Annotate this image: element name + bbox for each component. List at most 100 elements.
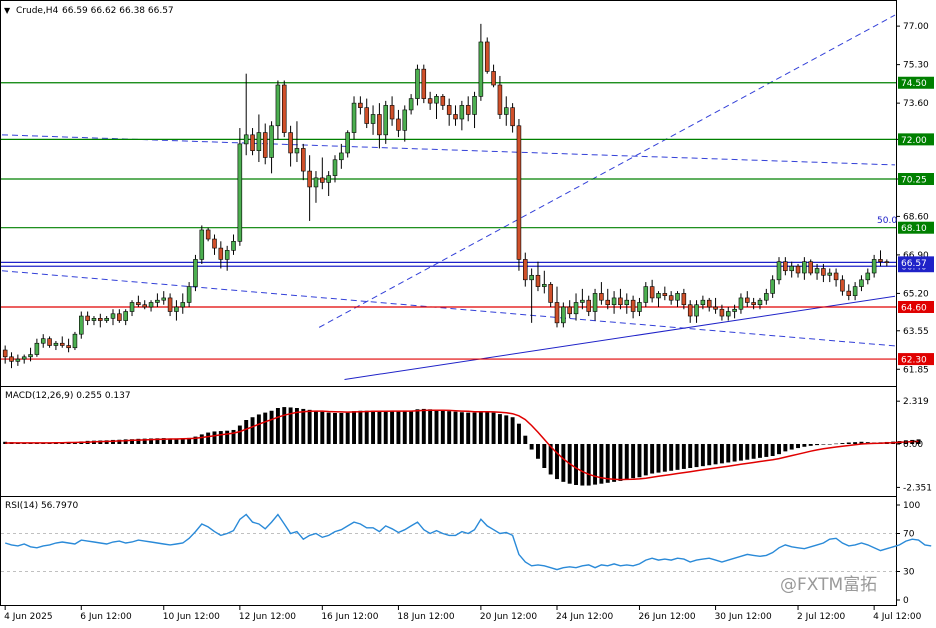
candle: [751, 297, 756, 310]
candle-body: [256, 132, 262, 151]
candle: [218, 241, 224, 269]
candle: [199, 225, 205, 264]
candle: [377, 103, 382, 149]
candle: [586, 295, 591, 317]
time-axis-label: 2 Jul 12:00: [797, 612, 846, 622]
candle: [174, 300, 179, 321]
macd-bar: [834, 443, 839, 445]
price-axis-label: 66.90: [903, 251, 929, 261]
macd-bar: [434, 409, 439, 444]
candle-body: [91, 318, 97, 321]
candle-body: [72, 333, 78, 349]
candle-body: [262, 132, 268, 158]
candle-body: [174, 306, 179, 312]
candle-body: [630, 299, 636, 312]
candle: [21, 354, 27, 364]
candle: [370, 105, 376, 135]
candle-body: [377, 114, 382, 136]
candle: [91, 316, 97, 326]
candle-body: [751, 302, 756, 306]
candle-body: [789, 265, 794, 272]
candle-body: [510, 107, 515, 127]
ohlc-label: 66.59 66.62 66.38 66.57: [62, 6, 174, 16]
candle-body: [554, 302, 560, 324]
time-axis-label: 18 Jun 12:00: [397, 612, 454, 622]
candle: [523, 252, 528, 287]
candle-body: [637, 302, 642, 312]
price-axis-label: 77.00: [903, 22, 929, 32]
candle-body: [155, 299, 160, 303]
price-tag-68.10: 68.10: [901, 224, 927, 234]
candle-body: [212, 238, 217, 249]
macd-bar: [504, 415, 509, 444]
candle-body: [110, 313, 116, 319]
candle: [789, 261, 794, 278]
macd-bar: [244, 420, 249, 444]
candle-body: [732, 308, 737, 312]
candle: [694, 300, 699, 323]
candle: [155, 293, 160, 307]
macd-bar: [758, 444, 762, 458]
candle-body: [846, 290, 852, 296]
macd-bar: [713, 444, 718, 465]
macd-bar: [263, 412, 268, 444]
macd-bar: [840, 443, 845, 444]
candle-body: [700, 299, 706, 306]
candle: [472, 91, 477, 129]
candle: [320, 157, 325, 190]
macd-bar: [472, 412, 477, 444]
macd-bar: [256, 414, 261, 444]
macd-bar: [637, 444, 642, 478]
trendline-0: [1, 134, 896, 166]
candle-body: [580, 299, 585, 303]
macd-layer: [3, 407, 921, 486]
candle: [649, 279, 655, 303]
candle-body: [383, 105, 389, 136]
macd-bar: [155, 438, 160, 444]
candle: [167, 293, 173, 317]
rsi-axis-label: 30: [903, 568, 915, 578]
collapse-triangle-icon[interactable]: ▼: [4, 6, 11, 15]
candle: [871, 254, 877, 278]
candle: [491, 64, 496, 88]
macd-bar: [681, 444, 686, 469]
candle-body: [313, 177, 319, 188]
macd-bar: [719, 444, 724, 464]
candle: [706, 297, 712, 312]
candle-body: [611, 297, 617, 306]
rsi-axis-label: 70: [903, 530, 915, 540]
candle-body: [98, 318, 103, 321]
macd-bar: [123, 439, 128, 444]
macd-bar: [371, 410, 376, 444]
macd-bar: [675, 444, 680, 470]
macd-bar: [142, 438, 147, 444]
candle-body: [706, 299, 712, 308]
macd-bar: [237, 425, 242, 444]
candle: [129, 300, 135, 317]
candle: [687, 300, 693, 323]
candle: [313, 171, 319, 203]
candle-body: [332, 159, 338, 176]
candle-body: [250, 134, 255, 151]
time-axis-label: 24 Jun 12:00: [556, 612, 613, 622]
candle: [681, 288, 687, 310]
time-axis-label: 26 Jun 12:00: [638, 612, 695, 622]
candle-body: [725, 311, 731, 317]
candle-body: [592, 293, 598, 312]
candle-body: [453, 114, 458, 120]
macd-bar: [802, 444, 807, 447]
candle: [745, 291, 750, 307]
candle: [713, 297, 718, 314]
macd-bar: [212, 431, 217, 444]
candle: [548, 282, 553, 307]
candle: [85, 311, 90, 326]
macd-bar: [738, 444, 743, 461]
candle: [224, 245, 230, 271]
candle-body: [269, 125, 274, 158]
macd-bar: [580, 444, 585, 486]
macd-bar: [593, 444, 598, 485]
macd-bar: [574, 444, 578, 485]
candle-body: [415, 68, 420, 99]
macd-bar: [624, 444, 629, 480]
candle-body: [275, 84, 281, 127]
